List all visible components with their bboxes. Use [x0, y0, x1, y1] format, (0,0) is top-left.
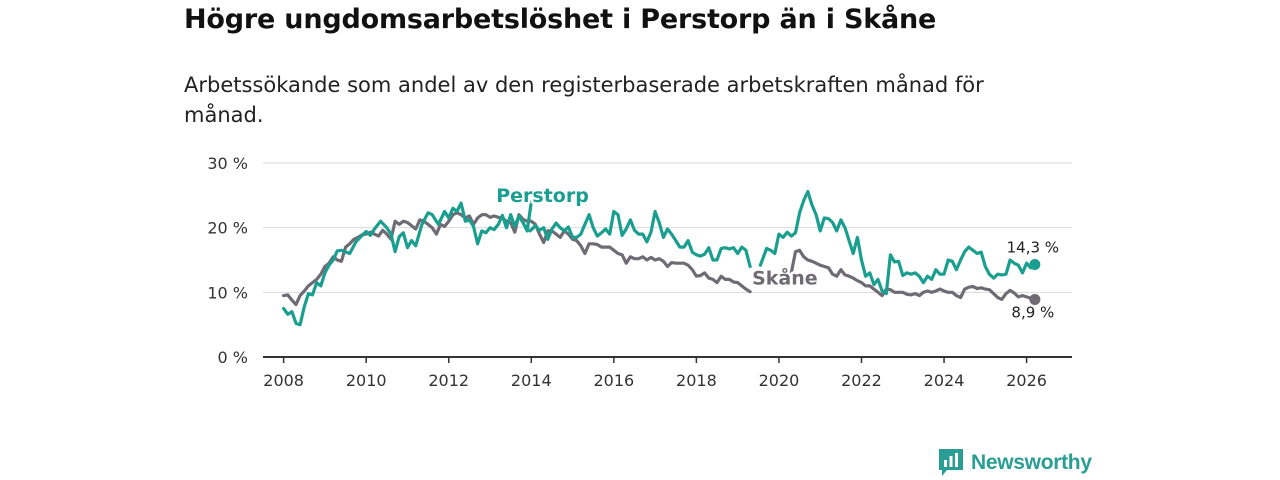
series-line-perstorp [528, 209, 752, 269]
y-tick-label: 10 % [207, 283, 248, 302]
series-label-skane: Skåne [752, 266, 818, 290]
x-tick-label: 2018 [676, 371, 717, 390]
series-line-perstorp [758, 189, 1037, 296]
x-tick-label: 2026 [1006, 371, 1047, 390]
x-tick-label: 2016 [593, 371, 634, 390]
newsworthy-logo-icon [939, 449, 963, 476]
axes: 0 % 10 % 20 % 30 % 2008 2010 2012 2014 2016 2018 2… [207, 154, 1072, 390]
y-tick-label: 30 % [207, 154, 248, 173]
end-point-perstorp [1029, 259, 1041, 271]
labels: 8,9 % 14,3 % Perstorp Skåne [494, 182, 1059, 321]
newsworthy-brand[interactable]: Newsworthy [938, 448, 1092, 478]
series-line-skane [282, 211, 752, 307]
end-label-perstorp: 14,3 % [1007, 239, 1059, 257]
series-lines [282, 189, 1041, 327]
end-point-skane [1029, 293, 1041, 305]
x-tick-label: 2020 [759, 371, 800, 390]
chart-subtitle: Arbetssökande som andel av den registerb… [184, 73, 984, 127]
x-tick-label: 2008 [263, 371, 304, 390]
x-tick-label: 2010 [346, 371, 387, 390]
newsworthy-brand-text: Newsworthy [971, 451, 1092, 474]
y-tick-label: 0 % [218, 348, 248, 367]
chart-title: Högre ungdomsarbetslöshet i Perstorp än … [184, 4, 937, 35]
x-tick-label: 2024 [924, 371, 965, 390]
series-line-skane [789, 248, 1037, 301]
series-label-perstorp: Perstorp [496, 185, 589, 207]
x-tick-label: 2012 [428, 371, 469, 390]
series-line-perstorp [282, 200, 533, 327]
end-label-skane: 8,9 % [1011, 303, 1054, 321]
y-tick-label: 20 % [207, 219, 248, 238]
x-tick-label: 2022 [841, 371, 882, 390]
x-tick-label: 2014 [511, 371, 552, 390]
